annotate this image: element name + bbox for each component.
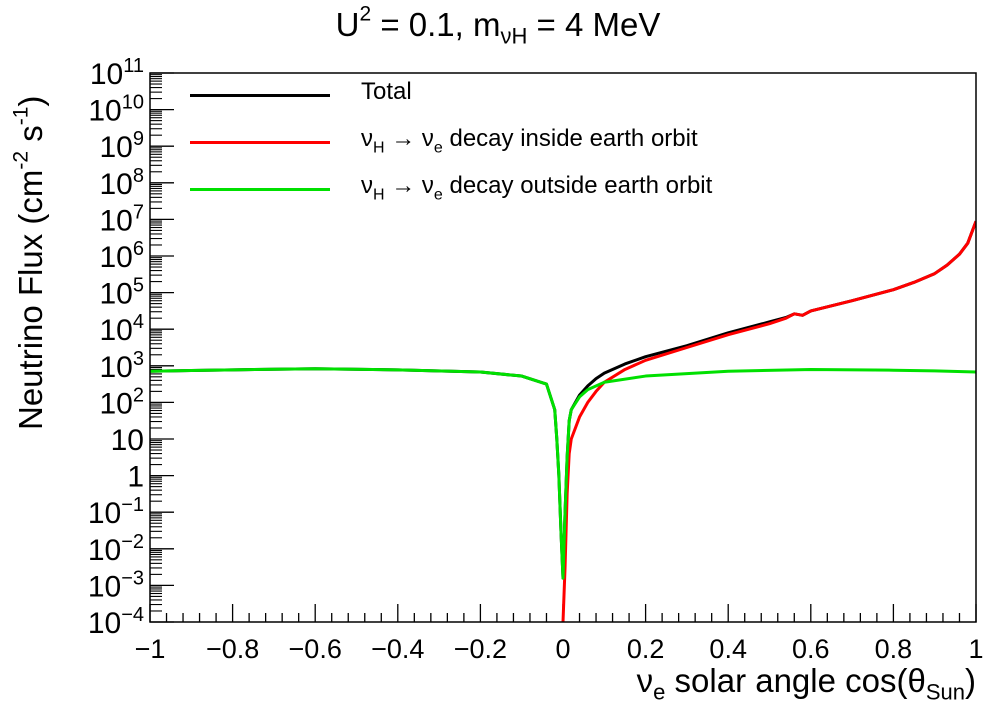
x-tick-label: 0.4 <box>709 634 747 664</box>
x-tick-label: −0.6 <box>289 634 342 664</box>
x-tick-label: 1 <box>968 634 983 664</box>
y-tick-label: 108 <box>100 165 145 201</box>
plot-frame <box>149 72 977 623</box>
legend-label-inside: νH → νe decay inside earth orbit <box>361 125 698 157</box>
y-tick-label: 106 <box>100 238 145 274</box>
x-tick-label: 0.2 <box>627 634 665 664</box>
chart-title: U2 = 0.1, mνH = 4 MeV <box>335 2 661 49</box>
legend-label-total: Total <box>361 78 412 105</box>
y-tick-label: 104 <box>100 311 145 347</box>
series-line-1 <box>561 220 976 622</box>
y-tick-label: 10−1 <box>88 494 144 530</box>
x-tick-label: 0.8 <box>875 634 913 664</box>
series-line-0 <box>150 220 976 580</box>
x-tick-label: −1 <box>135 634 166 664</box>
y-tick-label: 1 <box>127 461 144 494</box>
legend-swatch-total <box>190 94 330 97</box>
series-layer <box>150 220 976 622</box>
y-tick-labels: 10−410−310−210−11 10 102103104105106107108… <box>88 55 144 640</box>
y-tick-label: 102 <box>100 384 145 420</box>
series-line-2 <box>150 367 976 580</box>
x-tick-label: −0.2 <box>454 634 507 664</box>
y-tick-label: 1010 <box>88 92 144 128</box>
legend-entry-total: Total <box>180 74 820 114</box>
y-tick-label: 10−3 <box>88 567 144 603</box>
legend-entry-outside: νH → νe decay outside earth orbit <box>180 168 820 208</box>
x-axis-label: νe solar angle cos(θSun) <box>636 662 976 705</box>
legend-entry-inside: νH → νe decay inside earth orbit <box>180 121 820 161</box>
y-tick-label: 103 <box>100 348 145 384</box>
axis-ticks <box>149 72 977 623</box>
y-tick-label: 105 <box>100 275 145 311</box>
legend-swatch-outside <box>190 188 330 191</box>
y-tick-label: 10−2 <box>88 531 144 567</box>
legend-label-outside: νH → νe decay outside earth orbit <box>361 172 713 204</box>
y-tick-label: 1011 <box>90 55 144 91</box>
legend-swatch-inside <box>190 141 330 144</box>
y-tick-label: 109 <box>100 128 145 164</box>
x-tick-label: −0.4 <box>371 634 424 664</box>
y-axis-label: Neutrino Flux (cm-2 s-1) <box>9 95 49 430</box>
y-tick-label: 107 <box>100 201 145 237</box>
x-tick-label: 0.6 <box>792 634 830 664</box>
y-tick-label: 10−4 <box>88 604 144 640</box>
x-tick-label: 0 <box>555 634 570 664</box>
x-tick-label: −0.8 <box>206 634 259 664</box>
y-tick-label: 10 <box>111 424 144 457</box>
x-tick-labels: −1 −0.8 −0.6 −0.4 −0.2 0 0.2 0.4 0.6 0.8 1 <box>135 634 984 664</box>
